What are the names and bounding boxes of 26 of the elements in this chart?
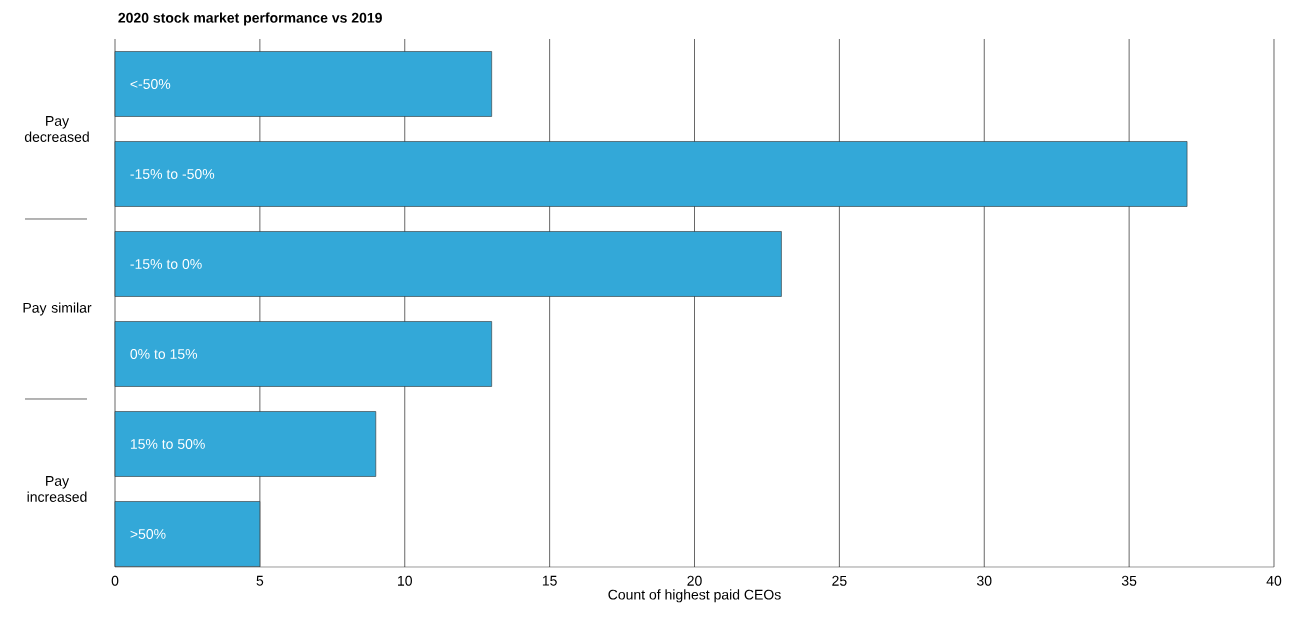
y-tick-label: >50% [130,529,166,539]
x-axis-title: Count of highest paid CEOs [608,589,781,603]
bar [114,321,492,387]
x-tick-label: 10 [398,575,412,586]
bar [114,51,492,117]
y-tick-label: -15% to -50% [130,169,215,179]
x-tick-label: 5 [256,575,264,586]
x-tick-label: 30 [977,575,992,586]
text: Pay increased [27,476,87,502]
y-tick-label: -15% to 0% [130,259,202,269]
bar [114,141,1188,207]
bar [114,231,782,297]
bar [114,501,261,567]
x-tick-label: 25 [832,575,847,586]
bar [114,411,377,477]
text: Pay similar [23,302,92,316]
x-tick-label: 20 [687,575,702,586]
text: Pay decreased [24,116,89,142]
chart-title: 2020 stock market performance vs 2019 [118,12,382,26]
x-tick-label: 0 [111,575,119,586]
y-tick-label: <-50% [130,79,171,89]
x-tick-label: 40 [1266,575,1282,586]
y-tick-label: 15% to 50% [130,439,205,449]
x-tick-label: 15 [542,575,557,586]
y-tick-label: 0% to 15% [130,349,198,359]
x-tick-label: 35 [1121,575,1137,586]
